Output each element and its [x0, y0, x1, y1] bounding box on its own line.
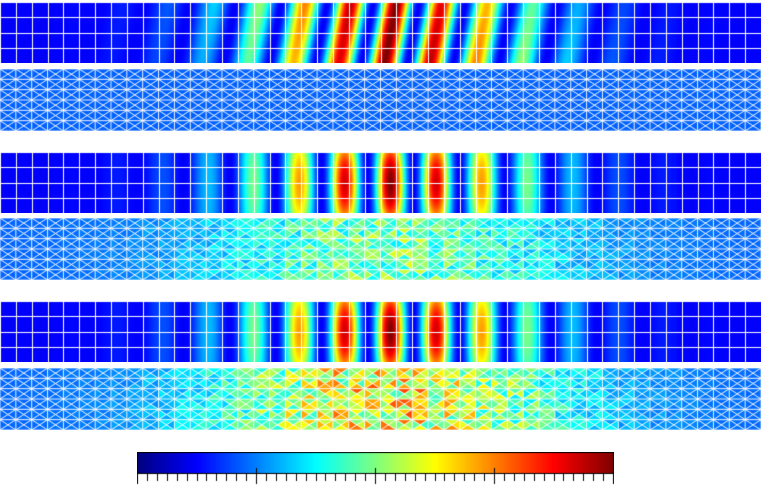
colorbar: [137, 452, 614, 487]
panel-3-coarse-field: [0, 301, 761, 362]
panel-1-triangular-mesh: [0, 69, 761, 131]
panel-3-triangular-mesh: [0, 368, 761, 430]
panel-1-coarse-field: [0, 2, 761, 63]
panel-2-coarse-field: [0, 152, 761, 213]
panel-2-triangular-mesh: [0, 218, 761, 280]
